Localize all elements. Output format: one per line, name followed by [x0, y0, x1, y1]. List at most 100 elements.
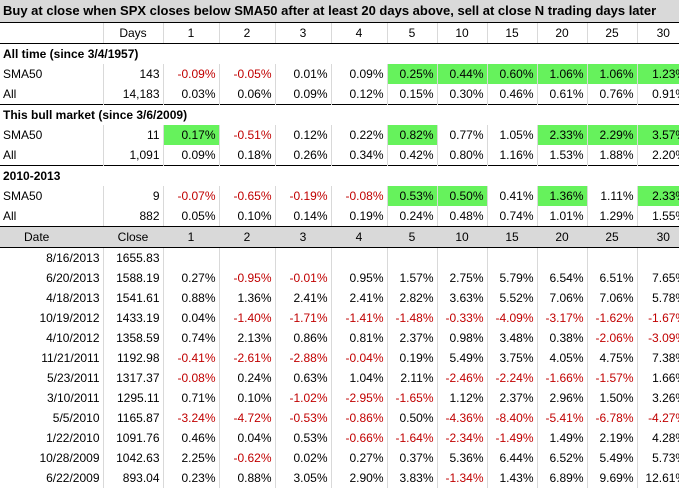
return-cell: 0.41% — [486, 186, 537, 206]
return-cell: 0.50% — [436, 186, 487, 206]
return-cell: 9.69% — [586, 468, 637, 488]
return-cell: 2.13% — [218, 328, 275, 348]
row-close: 1317.37 — [102, 368, 163, 388]
return-cell: 0.77% — [436, 125, 487, 145]
return-cell — [386, 247, 437, 268]
row-label: All — [3, 148, 17, 162]
return-cell: -3.24% — [162, 408, 219, 428]
return-cell: 1.06% — [536, 64, 587, 84]
return-cell: 6.52% — [536, 448, 587, 468]
return-cell: -0.86% — [330, 408, 387, 428]
return-cell: -2.06% — [586, 328, 637, 348]
return-cell: -0.01% — [274, 268, 331, 288]
return-cell: -1.49% — [486, 428, 537, 448]
row-date: 4/10/2012 — [46, 331, 100, 345]
row-close: 1165.87 — [102, 408, 163, 428]
return-cell: 0.42% — [386, 145, 437, 166]
header-col-3: 3 — [274, 22, 331, 44]
return-cell: 0.19% — [330, 206, 387, 227]
return-cell: 4.75% — [586, 348, 637, 368]
return-cell: -5.41% — [536, 408, 587, 428]
detail-row: 6/22/2009 893.04 0.23% 0.88% 3.05% 2.90% 3.83%… — [0, 468, 679, 488]
return-cell: -1.67% — [636, 308, 679, 328]
detail-row: 10/19/2012 1433.19 0.04% -1.40% -1.71% -1.41%… — [0, 308, 679, 328]
return-cell: 0.25% — [386, 64, 437, 84]
return-cell: 0.27% — [162, 268, 219, 288]
return-cell: 0.27% — [330, 448, 387, 468]
return-cell: 0.91% — [636, 84, 679, 105]
return-cell: 0.53% — [274, 428, 331, 448]
return-cell: 5.49% — [586, 448, 637, 468]
row-close: 1042.63 — [102, 448, 163, 468]
return-cell: 1.53% — [536, 145, 587, 166]
return-cell: 2.37% — [386, 328, 437, 348]
return-cell: -0.62% — [218, 448, 275, 468]
return-cell: 7.65% — [636, 268, 679, 288]
row-close: 1655.83 — [102, 247, 163, 268]
return-cell: 0.50% — [386, 408, 437, 428]
detail-row: 11/21/2011 1192.98 -0.41% -2.61% -2.88% -0.04… — [0, 348, 679, 368]
detail-header-col-3: 3 — [274, 226, 331, 248]
return-cell: 1.88% — [586, 145, 637, 166]
return-cell: -0.08% — [330, 186, 387, 206]
return-cell: 1.50% — [586, 388, 637, 408]
return-cell: 0.02% — [274, 448, 331, 468]
return-cell: 1.05% — [486, 125, 537, 145]
return-cell: 0.09% — [162, 145, 219, 166]
return-cell: 0.22% — [330, 125, 387, 145]
return-cell: 3.48% — [486, 328, 537, 348]
detail-row: 3/10/2011 1295.11 0.71% 0.10% -1.02% -2.95% -1… — [0, 388, 679, 408]
section-title-row: 2010-2013 — [0, 165, 679, 186]
return-cell: 1.57% — [386, 268, 437, 288]
row-close: 1588.19 — [102, 268, 163, 288]
detail-row: 10/28/2009 1042.63 2.25% -0.62% 0.02% 0.27% 0.… — [0, 448, 679, 468]
return-cell: 7.06% — [586, 288, 637, 308]
row-date: 5/23/2011 — [47, 371, 100, 385]
row-date: 10/28/2009 — [39, 451, 100, 465]
return-cell: 0.24% — [218, 368, 275, 388]
section-title: All time (since 3/4/1957) — [0, 43, 679, 64]
row-date: 10/19/2012 — [39, 311, 100, 325]
return-cell: 1.11% — [586, 186, 637, 206]
header-days: Days — [102, 22, 163, 44]
return-cell: 1.66% — [636, 368, 679, 388]
return-cell: 6.51% — [586, 268, 637, 288]
return-cell: 0.61% — [536, 84, 587, 105]
return-cell: 0.10% — [218, 206, 275, 227]
return-cell: 3.26% — [636, 388, 679, 408]
return-cell: -1.48% — [386, 308, 437, 328]
return-cell: 2.41% — [274, 288, 331, 308]
return-cell: 1.16% — [486, 145, 537, 166]
row-count: 143 — [102, 64, 163, 84]
return-cell: 0.44% — [436, 64, 487, 84]
header-col-2: 2 — [218, 22, 275, 44]
header-col-10: 10 — [436, 22, 487, 44]
return-cell: 2.37% — [486, 388, 537, 408]
return-cell: 0.80% — [436, 145, 487, 166]
detail-header-col-1: 1 — [162, 226, 219, 248]
return-cell: 1.36% — [536, 186, 587, 206]
return-cell — [274, 247, 331, 268]
return-cell: -2.34% — [436, 428, 487, 448]
summary-row: All 1,091 0.09% 0.18% 0.26% 0.34% 0.42% 0.80% 1.… — [0, 145, 679, 166]
return-cell: -1.34% — [436, 468, 487, 488]
return-cell — [586, 247, 637, 268]
return-cell: 5.73% — [636, 448, 679, 468]
return-cell: 2.29% — [586, 125, 637, 145]
return-cell: 0.53% — [386, 186, 437, 206]
return-cell: 0.23% — [162, 468, 219, 488]
return-cell: 4.28% — [636, 428, 679, 448]
detail-row: 8/16/2013 1655.83 — [0, 247, 679, 268]
return-cell: 0.74% — [486, 206, 537, 227]
return-cell: 0.63% — [274, 368, 331, 388]
return-cell: 3.05% — [274, 468, 331, 488]
return-cell: -0.19% — [274, 186, 331, 206]
return-cell: -0.09% — [162, 64, 219, 84]
return-cell: 4.05% — [536, 348, 587, 368]
row-label: SMA50 — [3, 128, 43, 142]
summary-row: SMA50 143 -0.09% -0.05% 0.01% 0.09% 0.25% 0.44%… — [0, 64, 679, 84]
summary-row: SMA50 9 -0.07% -0.65% -0.19% -0.08% 0.53% 0.50%… — [0, 186, 679, 206]
return-cell: 12.61% — [636, 468, 679, 488]
